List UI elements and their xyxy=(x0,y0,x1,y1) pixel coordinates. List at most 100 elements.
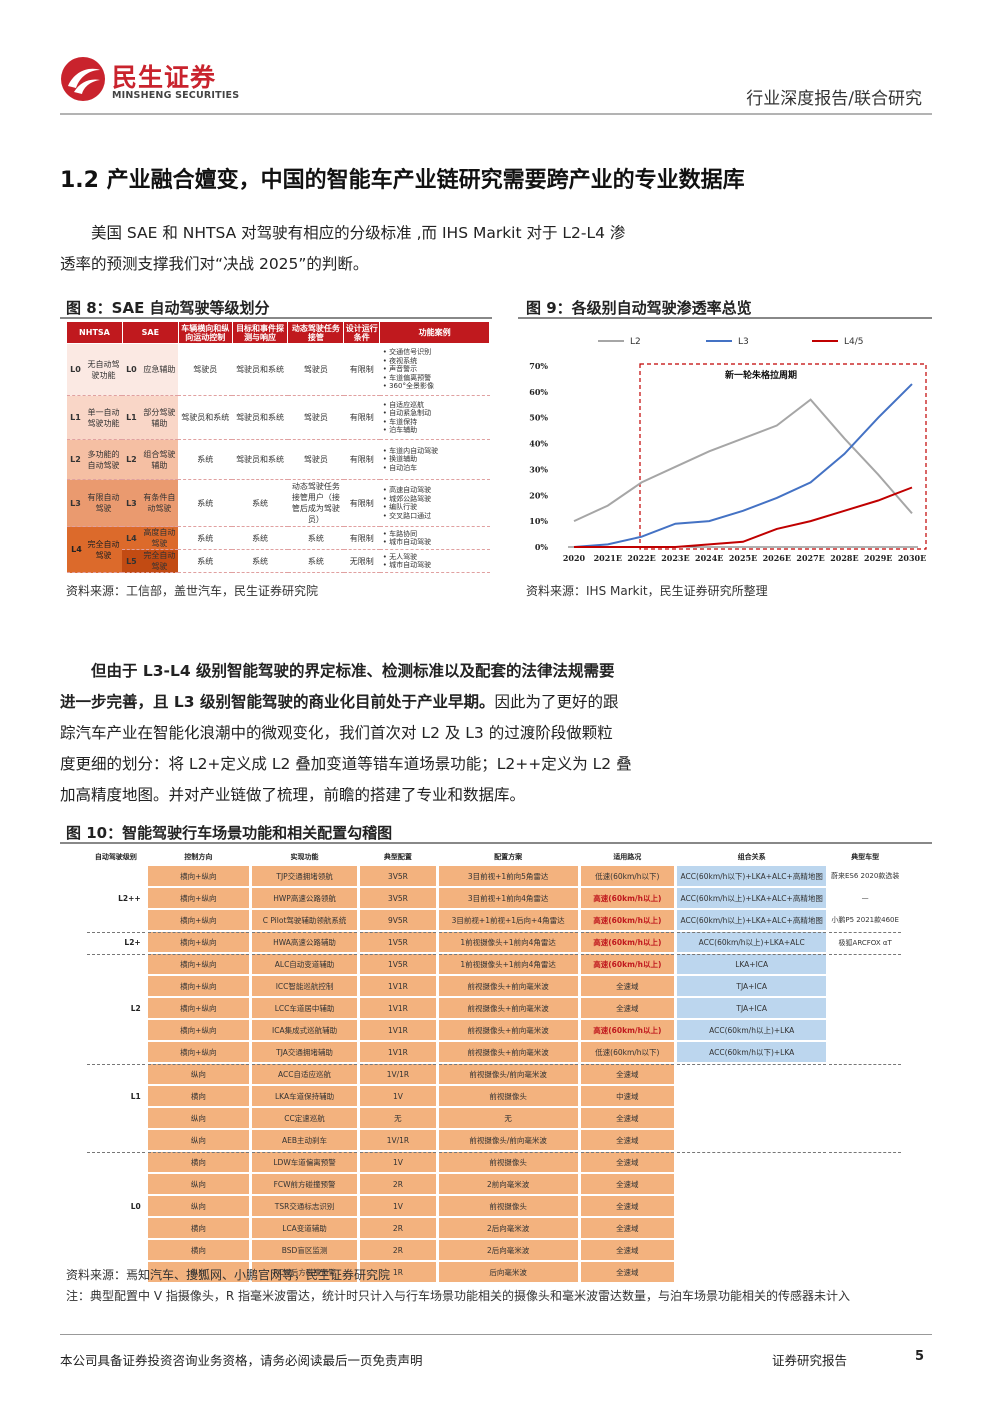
scenario-row: 纵向 RCW后方碰撞预警 1R 后向毫米波 全速域 xyxy=(87,1262,901,1282)
road-cell: 全速域 xyxy=(580,1064,675,1084)
legend-label: L4/5 xyxy=(844,337,864,347)
combo-cell: ACC(60km/h以上)+LKA+ALC+高精地图 xyxy=(677,888,827,908)
feature-item: • 编队行驶 xyxy=(382,503,418,511)
level-cell xyxy=(87,1174,145,1194)
sae-cell: L0 应急辅助 xyxy=(122,343,179,396)
sae-level: L5 xyxy=(126,556,137,566)
level-cell: L2+ xyxy=(87,932,145,952)
level-cell: L2++ xyxy=(118,893,141,903)
feature-item: • 无人驾驶 xyxy=(382,552,418,561)
config-cell: 9V5R xyxy=(360,910,436,930)
scenario-header-cell: 典型配置 xyxy=(383,853,412,861)
config-cell: 1V1R xyxy=(360,1042,436,1062)
function-cell: ALC自动变道辅助 xyxy=(251,954,358,974)
feature-item: • 车道内自动驾驶 xyxy=(382,446,439,455)
takeover-cell: 系统 xyxy=(287,526,344,550)
feature-item: • 夜视系统 xyxy=(382,356,418,365)
sae-table-row: L0 无自动驾驶功能 L0 应急辅助 驾驶员 驾驶员和系统 驾驶员 有限制 • 交通信号识别 • … xyxy=(66,343,490,396)
series-line-L2 xyxy=(573,398,913,523)
sae-cell: L3 有条件自动驾驶 xyxy=(122,479,179,527)
sae-table-row: L1 单一自动驾驶功能 L1 部分驾驶辅助 驾驶员和系统 驾驶员和系统 驾驶员 有限制 • 自适… xyxy=(66,395,490,440)
plan-cell: 3目前视+1前视+1后向+4角雷达 xyxy=(438,910,578,930)
feature-item: • 城市自动驾驶 xyxy=(382,561,432,569)
direction-cell: 纵向 xyxy=(147,1196,249,1216)
car-cell xyxy=(829,954,901,974)
control-cell: 系统 xyxy=(178,549,233,573)
level-cell xyxy=(87,1108,145,1128)
road-cell: 全速域 xyxy=(580,1130,675,1150)
sae-name: 组合驾驶辅助 xyxy=(143,449,176,470)
combo-cell xyxy=(677,1196,826,1216)
direction-cell: 纵向 xyxy=(147,1108,249,1128)
fig10-source: 资料来源：焉知汽车、搜狐网、小鹏官网等，民生证券研究院 xyxy=(66,1268,391,1282)
odd-cell: 无限制 xyxy=(343,549,380,573)
direction-cell: 横向+纵向 xyxy=(147,976,249,996)
detect-cell: 驾驶员和系统 xyxy=(232,343,288,396)
body2-line-5: 加高精度地图。并对产业链做了梳理，前瞻的搭建了专业和数据库。 xyxy=(60,786,526,804)
direction-cell: 横向+纵向 xyxy=(147,1020,249,1040)
direction-cell: 纵向 xyxy=(147,1174,249,1194)
footer-label: 证券研究报告 xyxy=(772,1353,848,1368)
series-line-L4/5 xyxy=(574,486,913,548)
car-cell xyxy=(829,1218,901,1238)
nhtsa-level: L4 xyxy=(71,545,82,554)
scenario-header-cell: 自动驾驶级别 xyxy=(94,853,137,861)
function-cell: BSD盲区监测 xyxy=(251,1240,358,1260)
combo-cell xyxy=(677,1240,826,1260)
body2-line-4: 度更细的划分：将 L2+定义成 L2 叠加变道等错车道场景功能；L2++定义为 … xyxy=(60,755,632,773)
intro-line-1: 美国 SAE 和 NHTSA 对驾驶有相应的分级标准 ,而 IHS Markit… xyxy=(91,224,626,242)
function-cell: HWP高速公路领航 xyxy=(251,888,358,908)
direction-cell: 横向+纵向 xyxy=(147,888,249,908)
y-tick-label: 30% xyxy=(529,464,548,474)
sae-level: L0 xyxy=(126,365,137,374)
features-cell: • 高速自动驾驶 • 城郊公路驾驶 • 编队行驶 • 交叉路口通过 xyxy=(379,479,490,527)
sae-table-row: L3 有限自动驾驶 L3 有条件自动驾驶 系统 系统 动态驾驶任务接管用户（接管后成为驾驶员… xyxy=(66,479,490,527)
config-cell: 1V1R xyxy=(360,998,436,1018)
feature-item: • 车道偏离预警 xyxy=(382,373,432,382)
sae-header-cell: 目标和事件探测与响应 xyxy=(231,321,289,344)
sae-level-table: NHTSA SAE 车辆横向和纵向运动控制 目标和事件探测与响应 动态驾驶任务接管 设计运… xyxy=(66,321,490,573)
nhtsa-cell: L3 有限自动驾驶 xyxy=(66,479,123,527)
features-cell: • 车道内自动驾驶 • 换道辅助 • 自动泊车 xyxy=(379,439,490,480)
sae-table-row: L5 完全自动驾驶 系统 系统 系统 无限制 • 无人驾驶 • 城市自动驾驶 xyxy=(67,549,490,573)
intro-line-2: 透率的预测支撑我们对“决战 2025”的判断。 xyxy=(60,255,369,273)
function-cell: CC定速巡航 xyxy=(251,1108,358,1128)
level-cell xyxy=(87,1064,145,1084)
scenario-row: 纵向 FCW前方碰撞预警 2R 2前向毫米波 全速域 xyxy=(87,1174,901,1194)
road-cell: 高速(60km/h以上) xyxy=(580,1020,675,1040)
body2-line-3: 踪汽车产业在智能化浪潮中的微观变化，我们首次对 L2 及 L3 的过渡阶段做颗粒 xyxy=(60,724,613,742)
scenario-row: 纵向 CC定速巡航无无全速域 xyxy=(87,1108,901,1128)
config-cell: 2R xyxy=(360,1240,436,1260)
function-cell: LDW车道偏离预警 xyxy=(251,1152,358,1172)
plan-cell: 前视摄像头 xyxy=(438,1086,578,1106)
config-cell: 1V xyxy=(360,1152,436,1172)
series-line-L3 xyxy=(573,383,913,548)
odd-cell: 有限制 xyxy=(343,479,380,527)
car-cell xyxy=(829,1262,901,1282)
road-cell: 高速(60km/h以上) xyxy=(580,910,675,930)
fig9-title: 图 9：各级别自动驾驶渗透率总览 xyxy=(526,299,752,317)
chart-legend: L2 L3 L4/5 xyxy=(598,337,864,347)
x-tick-label: 2026E xyxy=(763,553,791,563)
level-cell xyxy=(87,866,145,886)
combo-cell: ACC(60km/h以上)+LKA+ALC xyxy=(677,932,827,952)
road-cell: 高速(60km/h以上) xyxy=(580,932,675,952)
function-cell: ICC智能巡航控制 xyxy=(251,976,358,996)
plan-cell: 3目前视+1前向5角雷达 xyxy=(438,866,578,886)
body2-line-2-bold: 进一步完善，且 L3 级别智能驾驶的商业化目前处于产业早期。 xyxy=(60,693,495,711)
direction-cell: 横向+纵向 xyxy=(147,866,249,886)
road-cell: 中速域 xyxy=(580,1086,675,1106)
nhtsa-name: 有限自动驾驶 xyxy=(87,493,120,513)
detect-cell: 系统 xyxy=(232,479,288,527)
scenario-row: 纵向 ACC自适应巡航 1V/1R 前视摄像头/前向毫米波 全速域 xyxy=(87,1064,901,1084)
odd-cell: 有限制 xyxy=(343,439,380,480)
header-divider xyxy=(60,113,932,115)
penetration-line-chart: L2 L3 L4/5 新一轮朱格拉周期 0% 10% 20% 30% 40% 50% 60% 70… xyxy=(529,337,927,563)
sae-level: L4 xyxy=(126,533,137,543)
fig10-table-container: 自动驾驶级别 控制方向 实现功能 典型配置 配置方案 适用路况 组合关系 典型车型 横向+纵向… xyxy=(84,848,904,1284)
cycle-annotation: 新一轮朱格拉周期 xyxy=(725,369,797,381)
car-cell xyxy=(829,1020,901,1040)
direction-cell: 纵向 xyxy=(147,1064,249,1084)
function-cell: TJP交通拥堵领航 xyxy=(251,866,358,886)
road-cell: 全速域 xyxy=(580,1262,675,1282)
